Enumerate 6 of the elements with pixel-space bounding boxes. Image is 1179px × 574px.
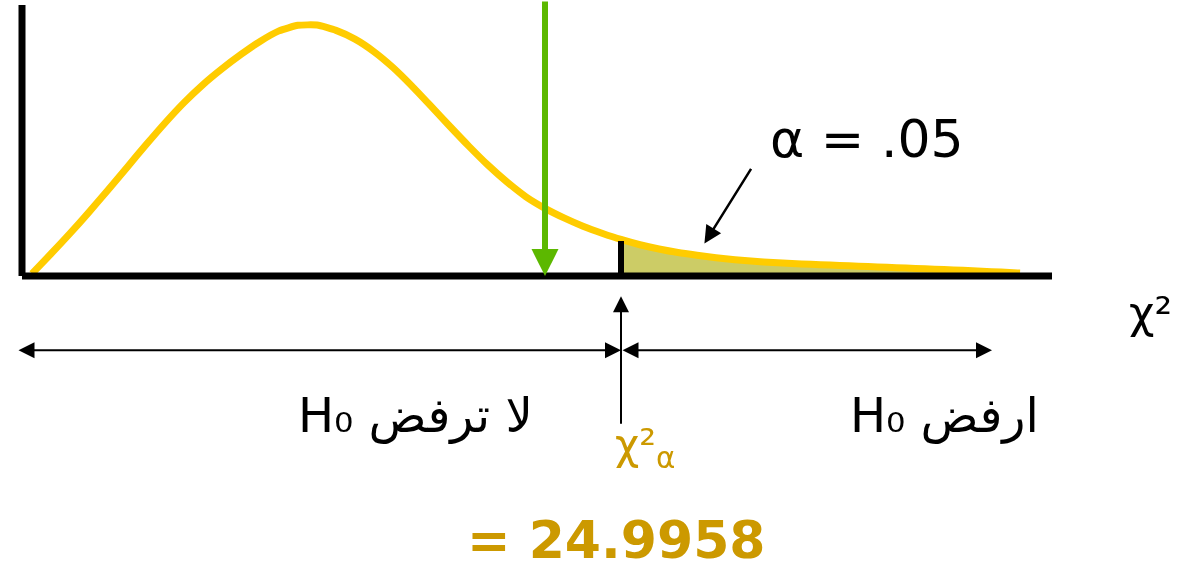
text: ارفض H₀ <box>850 387 1039 444</box>
x-axis-title: χ² <box>1129 287 1173 338</box>
text: لا ترفض H₀ <box>298 387 533 444</box>
text: χ²$_{α}$ <box>615 420 676 475</box>
annotation: α = .05 <box>770 109 964 169</box>
text: = 24.9958 <box>467 510 766 570</box>
